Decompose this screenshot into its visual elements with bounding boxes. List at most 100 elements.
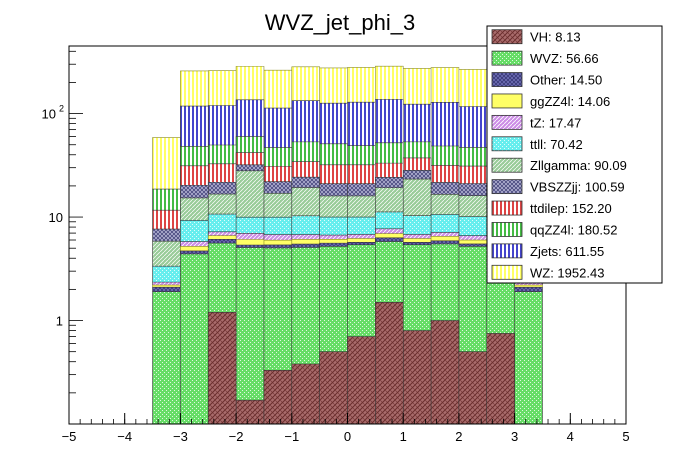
bar-zllgamma-bin-0	[152, 241, 181, 267]
bar-other-bin-5	[291, 244, 320, 248]
x-tick-label: −3	[173, 429, 188, 444]
bar-ttdilep-bin-4	[263, 166, 292, 182]
bar-other-bin-9	[403, 242, 432, 245]
bar-other-bin-4	[263, 244, 292, 248]
bar-ggzz4l-bin-3	[236, 239, 264, 245]
bar-qqzz4l-bin-1	[180, 146, 209, 166]
bar-vbszzjj-bin-3	[236, 164, 264, 171]
legend-label-zllgamma: Zllgamma: 90.09	[530, 158, 627, 173]
bar-ttdilep-bin-3	[236, 152, 264, 165]
bar-ttdilep-bin-9	[403, 157, 432, 171]
bar-other-bin-6	[319, 243, 348, 247]
bar-ttll-bin-5	[291, 215, 320, 235]
bar-qqzz4l-bin-10	[431, 146, 459, 166]
bar-ttll-bin-11	[458, 216, 487, 236]
bar-ttdilep-bin-1	[180, 165, 209, 186]
x-tick-label: −1	[284, 429, 299, 444]
legend-swatch-vbszzjj	[491, 179, 523, 195]
bar-ttdilep-bin-10	[431, 165, 459, 183]
bar-zllgamma-bin-5	[291, 187, 320, 216]
bar-ttll-bin-4	[263, 217, 292, 235]
bar-ggzz4l-bin-6	[319, 239, 348, 244]
bar-tz-bin-10	[431, 232, 459, 237]
legend-swatch-zjets	[491, 243, 523, 259]
bar-tz-bin-9	[403, 234, 432, 239]
bar-vbszzjj-bin-11	[458, 183, 487, 196]
bar-ttdilep-bin-5	[291, 161, 320, 178]
legend-label-wvz: WVZ: 56.66	[530, 51, 599, 66]
x-tick-label: 3	[511, 429, 518, 444]
bar-ttdilep-bin-6	[319, 164, 348, 184]
bar-ttll-bin-9	[403, 215, 432, 235]
legend-swatch-zllgamma	[491, 157, 523, 173]
bar-wz-bin-9	[403, 68, 432, 105]
legend-label-qqzz4l: qqZZ4l: 180.52	[530, 222, 617, 237]
bar-wz-bin-1	[180, 70, 209, 107]
bar-vbszzjj-bin-4	[263, 181, 292, 194]
bar-wvz-bin-10	[431, 243, 459, 321]
legend-label-other: Other: 14.50	[530, 73, 602, 88]
bar-wz-bin-5	[291, 66, 320, 101]
bar-ggzz4l-bin-7	[347, 238, 376, 243]
bar-ggzz4l-bin-4	[263, 240, 292, 245]
x-tick-label: −4	[117, 429, 132, 444]
bar-other-bin-3	[236, 244, 264, 248]
bar-ttdilep-bin-2	[208, 163, 237, 183]
bar-zjets-bin-7	[347, 102, 376, 146]
legend-label-ttdilep: ttdilep: 152.20	[530, 201, 612, 216]
bar-tz-bin-7	[347, 234, 376, 239]
bar-vh-bin-3	[236, 400, 264, 424]
bar-qqzz4l-bin-4	[263, 147, 292, 167]
bar-other-bin-11	[458, 243, 487, 247]
bar-qqzz4l-bin-7	[347, 145, 376, 165]
bar-zjets-bin-10	[431, 102, 459, 147]
bar-wvz-bin-6	[319, 246, 348, 352]
bar-tz-bin-13	[514, 282, 543, 286]
legend-label-tz: tZ: 17.47	[530, 115, 581, 130]
bar-qqzz4l-bin-2	[208, 145, 237, 164]
bar-zjets-bin-5	[291, 100, 320, 142]
bar-qqzz4l-bin-3	[236, 136, 264, 153]
y-tick-label: 10	[42, 107, 56, 122]
bar-zjets-bin-9	[403, 104, 432, 142]
bar-vbszzjj-bin-7	[347, 183, 376, 196]
bar-vh-bin-11	[458, 351, 487, 424]
bar-tz-bin-1	[180, 241, 209, 247]
bar-ttdilep-bin-0	[152, 210, 181, 230]
bar-zllgamma-bin-1	[180, 197, 209, 221]
bar-other-bin-0	[152, 287, 181, 292]
bar-vbszzjj-bin-6	[319, 183, 348, 196]
y-tick-exponent: 2	[59, 104, 64, 114]
bar-qqzz4l-bin-9	[403, 141, 432, 158]
bar-tz-bin-5	[291, 234, 320, 240]
bar-zllgamma-bin-3	[236, 170, 264, 218]
bar-other-bin-8	[375, 237, 404, 242]
bar-tz-bin-11	[458, 235, 487, 241]
plot-area	[152, 65, 543, 424]
bar-zjets-bin-11	[458, 106, 487, 148]
bar-other-bin-1	[180, 250, 209, 254]
bar-vh-bin-6	[319, 351, 348, 424]
bar-ttll-bin-6	[319, 217, 348, 236]
bar-wz-bin-10	[431, 67, 459, 103]
bar-vh-bin-2	[208, 312, 237, 424]
bar-tz-bin-2	[208, 231, 237, 236]
bar-vh-bin-7	[347, 336, 376, 424]
bar-wvz-bin-3	[236, 247, 264, 401]
x-tick-label: 1	[400, 429, 407, 444]
legend-box	[486, 25, 663, 284]
bar-wz-bin-0	[152, 137, 181, 190]
bar-zllgamma-bin-9	[403, 179, 432, 216]
bar-zjets-bin-6	[319, 103, 348, 144]
bar-wvz-bin-0	[152, 291, 181, 424]
bar-ggzz4l-bin-10	[431, 236, 459, 241]
bar-ttll-bin-10	[431, 214, 459, 233]
legend-swatch-ttll	[491, 136, 523, 152]
legend-swatch-wz	[491, 264, 523, 280]
bar-qqzz4l-bin-5	[291, 141, 320, 162]
bar-wvz-bin-11	[458, 246, 487, 352]
bar-ggzz4l-bin-0	[152, 285, 181, 288]
bar-wvz-bin-1	[180, 253, 209, 424]
bar-wvz-bin-5	[291, 247, 320, 365]
